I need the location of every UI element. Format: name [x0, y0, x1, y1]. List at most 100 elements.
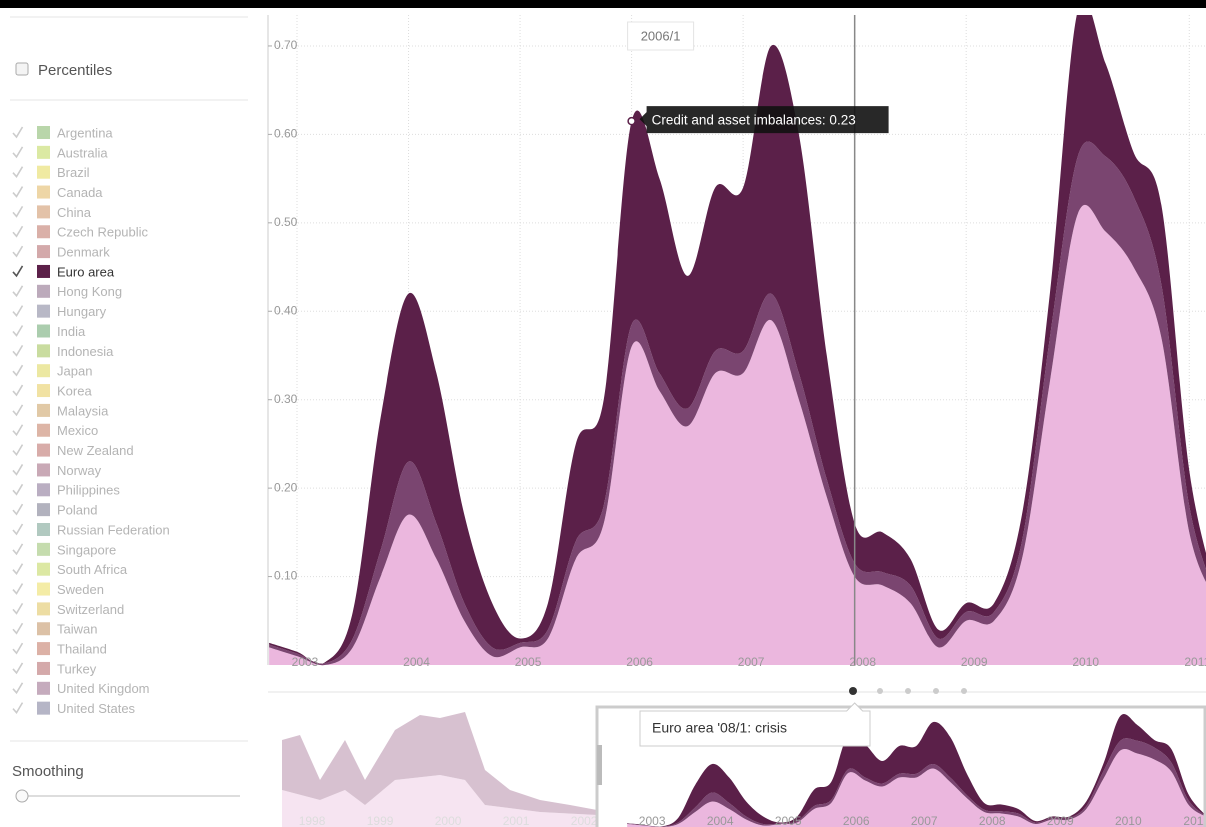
country-name[interactable]: Indonesia: [57, 344, 114, 359]
check-mark: [12, 503, 24, 516]
country-name[interactable]: South Africa: [57, 562, 128, 577]
x-tick-label: 2006: [626, 655, 653, 669]
swatch: [37, 562, 50, 576]
tooltip-box: [639, 106, 889, 134]
check-mark: [12, 483, 24, 496]
check-mark: [12, 523, 24, 536]
country-name[interactable]: Euro area: [57, 264, 115, 279]
navigator-tick-label: 2010: [1115, 814, 1142, 827]
swatch: [37, 622, 50, 636]
check-mark: [12, 444, 24, 456]
country-name[interactable]: Hong Kong: [57, 284, 122, 299]
country-name[interactable]: China: [57, 205, 92, 220]
swatch: [37, 463, 50, 477]
country-name[interactable]: Taiwan: [57, 622, 97, 637]
x-tick-label: 2003: [292, 655, 319, 669]
navigator-history: [282, 712, 597, 815]
check-mark: [12, 622, 24, 635]
check-mark: [12, 702, 24, 715]
check-mark: [12, 404, 24, 417]
navigator-tick-label: 2002: [571, 814, 598, 827]
country-name[interactable]: Denmark: [57, 245, 110, 260]
callout-box: [639, 702, 871, 747]
navigator-tick-label: 2008: [979, 814, 1006, 827]
navigator-tick-label: 1998: [299, 814, 326, 827]
y-tick-label: 0.60: [274, 127, 298, 141]
country-name[interactable]: United Kingdom: [57, 681, 150, 696]
swatch: [37, 344, 50, 358]
country-name[interactable]: Mexico: [57, 423, 98, 438]
check-mark: [12, 464, 24, 476]
swatch: [37, 284, 50, 298]
check-mark: [12, 642, 24, 655]
country-name[interactable]: Thailand: [57, 642, 107, 657]
country-name[interactable]: Singapore: [57, 542, 116, 557]
page-dot[interactable]: [849, 687, 857, 695]
swatch: [37, 205, 50, 219]
country-name[interactable]: Hungary: [57, 304, 107, 319]
country-name[interactable]: Switzerland: [57, 602, 124, 617]
check-mark: [12, 186, 24, 198]
swatch: [37, 126, 50, 139]
page-dot[interactable]: [933, 688, 939, 694]
country-name[interactable]: Russian Federation: [57, 522, 170, 537]
swatch: [37, 423, 50, 437]
swatch: [37, 542, 50, 556]
country-name[interactable]: Canada: [57, 185, 103, 200]
country-name[interactable]: Norway: [57, 463, 102, 478]
percentiles-checkbox[interactable]: [15, 62, 29, 76]
page-dot[interactable]: [877, 688, 883, 694]
check-mark: [12, 543, 24, 556]
country-name[interactable]: Japan: [57, 364, 92, 379]
check-mark: [12, 364, 24, 377]
country-name[interactable]: India: [57, 324, 86, 339]
country-name[interactable]: Poland: [57, 503, 97, 518]
swatch: [37, 701, 50, 715]
country-name[interactable]: Brazil: [57, 165, 90, 180]
navigator-tick-label: 1999: [367, 814, 394, 827]
smoothing-label: Smoothing: [12, 763, 84, 780]
navigator-labels: 1998 1999 2000 2001 2002 2003 2004 2005 2006 2007…: [299, 814, 1206, 827]
check-mark: [12, 662, 24, 675]
swatch: [37, 661, 50, 675]
x-tick-label: 2004: [403, 655, 430, 669]
page-dot[interactable]: [905, 688, 911, 694]
swatch: [37, 225, 50, 239]
country-name[interactable]: New Zealand: [57, 443, 134, 458]
area: [269, 141, 1206, 666]
country-name[interactable]: Argentina: [57, 125, 113, 140]
country-name[interactable]: Turkey: [57, 661, 97, 676]
country-name[interactable]: Sweden: [57, 582, 104, 597]
swatch: [37, 523, 50, 536]
country-name[interactable]: Czech Republic: [57, 225, 149, 240]
slider-handle[interactable]: [15, 789, 29, 803]
swatch: [37, 304, 50, 318]
page-dot[interactable]: [961, 688, 967, 694]
check-mark: [12, 344, 24, 357]
country-name[interactable]: United States: [57, 701, 136, 716]
y-tick-label: 0.50: [274, 215, 298, 229]
country-name[interactable]: Korea: [57, 383, 92, 398]
swatch: [37, 324, 50, 338]
country-name[interactable]: Philippines: [57, 483, 120, 498]
navigator-handle[interactable]: [597, 745, 602, 785]
check-mark: [12, 305, 24, 318]
navigator-tick-label: 2000: [435, 814, 462, 827]
country-name[interactable]: Malaysia: [57, 403, 109, 418]
navigator-tick-label: 2004: [707, 814, 734, 827]
swatch: [37, 403, 50, 417]
area: [269, 15, 1206, 664]
swatch: [37, 364, 50, 378]
areas: [269, 15, 1206, 666]
country-name[interactable]: Australia: [57, 145, 108, 160]
check-mark: [12, 602, 24, 615]
swatch: [37, 384, 50, 398]
area: [269, 205, 1206, 666]
navigator-area: [627, 748, 1206, 827]
check-mark: [12, 583, 24, 595]
check-mark: [12, 384, 24, 397]
percentiles-label[interactable]: Percentiles: [38, 62, 112, 79]
x-tick-label: 2009: [961, 655, 988, 669]
navigator-history: [282, 775, 597, 827]
